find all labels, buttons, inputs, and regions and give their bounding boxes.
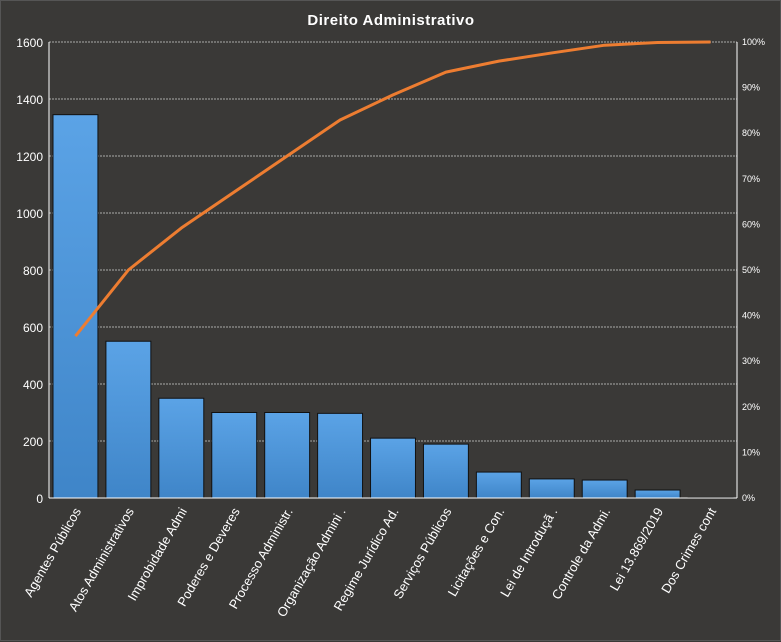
bar [422,443,469,499]
y-tick-label: 1200 [16,150,43,164]
y-tick-label: 200 [23,435,43,449]
bar [105,340,152,499]
y2-tick-label: 10% [742,447,760,457]
y2-tick-label: 30% [742,356,760,366]
bar [211,412,258,499]
chart-title: Direito Administrativo [307,12,474,29]
y-tick-label: 800 [23,264,43,278]
y2-tick-label: 50% [742,265,760,275]
cumulative-line [74,40,711,338]
bar [581,479,628,499]
y-tick-label: 1400 [16,93,43,107]
y2-tick-label: 90% [742,83,760,93]
y2-tick-label: 20% [742,402,760,412]
x-tick-label: Agentes Públicos [21,505,84,600]
x-tick-label: Dos Crimes cont [658,505,719,596]
bar [264,412,311,499]
bar [158,397,205,499]
bar [634,489,681,499]
y2-tick-label: 100% [742,37,765,47]
y2-tick-label: 80% [742,128,760,138]
x-tick-label: Lei de Introduçã . [497,505,560,600]
y-tick-label: 600 [23,321,43,335]
bar [475,471,522,499]
x-tick-label: Serviços Públicos [390,505,455,602]
y-tick-label: 1600 [16,36,43,50]
bar [528,478,575,499]
x-tick-label: Licitações e Con. [445,505,508,599]
y2-tick-label: 40% [742,311,760,321]
y-tick-label: 1000 [16,207,43,221]
y2-tick-label: 60% [742,219,760,229]
y-tick-label: 0 [36,492,43,506]
x-tick-label: Controle da Admi. [549,505,614,602]
y-tick-label: 400 [23,378,43,392]
bar [52,114,99,499]
bar [317,412,364,499]
y2-tick-label: 0% [742,493,755,503]
x-tick-label: Lei 13.869/2019 [607,505,667,593]
x-tick-label: Improbidade Admi [125,505,190,603]
y2-tick-label: 70% [742,174,760,184]
bar [370,437,416,499]
